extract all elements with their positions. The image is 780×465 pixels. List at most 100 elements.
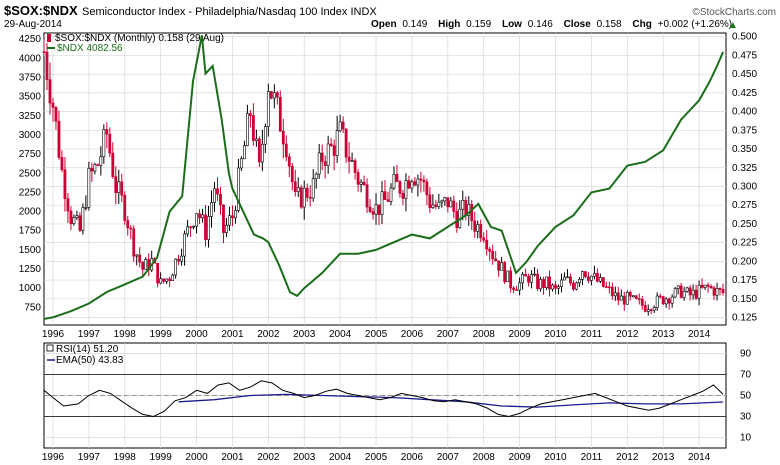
ratio-bar-body (613, 292, 617, 297)
ratio-bar-body (45, 51, 49, 80)
x-axis-tick-label: 2006 (401, 329, 424, 340)
ratio-bar-body (251, 115, 255, 141)
ratio-bar-body (350, 160, 354, 162)
low-value: 0.146 (528, 19, 553, 30)
right-axis-tick-label: 0.350 (732, 144, 757, 155)
ratio-bar-body (123, 194, 127, 221)
x-axis-tick-label-rsi: 2001 (221, 452, 244, 463)
price-legend: $SOX:$NDX (Monthly) 0.158 (29 Aug) $NDX … (47, 33, 224, 54)
ratio-bar-body (323, 161, 327, 166)
ratio-bar-body (395, 174, 399, 182)
x-axis-tick-label-rsi: 2013 (652, 452, 675, 463)
ohlc-readout: Open 0.149 High 0.159 Low 0.146 Close 0.… (371, 19, 732, 30)
ratio-bar-body (353, 160, 357, 173)
ratio-bar-body (575, 282, 578, 290)
ratio-bar-body (42, 51, 46, 54)
left-axis-tick-label: 3250 (19, 111, 42, 122)
ratio-bar-body (174, 258, 178, 276)
ratio-bar-body (240, 158, 243, 169)
ratio-bar-body (54, 107, 58, 122)
ratio-legend-swatch (47, 34, 51, 42)
ratio-bar-body (703, 284, 707, 288)
ratio-bar-body (515, 289, 519, 291)
right-axis-tick-label: 0.400 (732, 107, 757, 118)
right-axis-tick-label: 0.375 (732, 125, 757, 136)
x-axis-tick-label-rsi: 2007 (437, 452, 460, 463)
chg-up-arrow-icon: ▲ (728, 20, 738, 31)
x-axis-tick-label-rsi: 1999 (150, 452, 173, 463)
ratio-bar-body (129, 227, 133, 230)
x-axis-tick-label: 1996 (42, 329, 65, 340)
ratio-bar-body (60, 157, 64, 171)
ratio-bar-body (649, 309, 653, 311)
ratio-bar-body (222, 204, 225, 233)
x-axis-tick-label: 1998 (114, 329, 137, 340)
ratio-bar-body (664, 298, 668, 305)
x-axis-tick-label: 2008 (473, 329, 496, 340)
x-axis-tick-label-rsi: 2010 (544, 452, 567, 463)
x-axis-tick-label-rsi: 2003 (293, 452, 316, 463)
ratio-bar-body (404, 180, 408, 199)
x-axis-tick-label: 2012 (616, 329, 639, 340)
ratio-bar-body (341, 121, 345, 130)
right-axis-tick-label: 0.175 (732, 275, 757, 286)
x-axis-tick-label: 2005 (365, 329, 388, 340)
ratio-bar-body (691, 289, 695, 296)
ratio-bar-body (625, 291, 629, 305)
ratio-bar-body (299, 187, 303, 208)
left-axis-tick-label: 2750 (19, 149, 42, 160)
chart-symbol: $SOX:$NDX (4, 3, 78, 18)
ratio-bar-body (685, 287, 689, 292)
ratio-bar-body (706, 284, 710, 287)
ratio-bar-body (329, 143, 333, 146)
ratio-bar-body (84, 206, 88, 209)
ratio-bar-body (488, 248, 492, 252)
ratio-bar-body (171, 274, 175, 281)
ratio-bar-body (598, 277, 602, 282)
close-value: 0.158 (597, 19, 622, 30)
x-axis-tick-label: 2014 (688, 329, 711, 340)
right-axis-tick-label: 0.300 (732, 181, 757, 192)
ratio-bar-body (368, 206, 372, 212)
ratio-bar-body (302, 187, 306, 208)
high-value: 0.159 (466, 19, 491, 30)
ratio-bar-body (610, 286, 614, 297)
ratio-bar-body (305, 187, 309, 198)
x-axis-tick-label: 1997 (78, 329, 101, 340)
ratio-bar-body (494, 258, 498, 262)
ratio-bar-body (320, 152, 324, 162)
x-axis-tick-label-rsi: 2009 (508, 452, 531, 463)
ratio-bar-body (467, 204, 471, 216)
ratio-bar-body (425, 181, 429, 196)
ratio-bar-body (120, 181, 124, 196)
x-axis-tick-label: 2002 (257, 329, 280, 340)
left-axis-tick-label: 3500 (19, 92, 42, 103)
ratio-bar-body (413, 181, 417, 186)
ratio-bar-body (533, 273, 536, 276)
ratio-bar-body (204, 214, 207, 240)
ratio-bar-body (111, 152, 115, 177)
left-axis-tick-label: 2500 (19, 168, 42, 179)
ratio-bar-body (694, 289, 698, 299)
ratio-bar-body (186, 226, 189, 235)
ratio-bar-body (646, 309, 650, 312)
left-axis-tick-label: 2000 (19, 207, 42, 218)
ratio-bar-body (102, 129, 106, 158)
ratio-bar-body (105, 129, 109, 135)
ratio-bar-body (434, 204, 438, 207)
ratio-bar-body (631, 295, 635, 298)
ratio-bar-body (700, 284, 704, 288)
ratio-bar-body (607, 286, 611, 289)
ratio-bar-body (616, 292, 620, 301)
left-axis-tick-label: 3000 (19, 130, 42, 141)
ratio-bar-body (440, 200, 444, 203)
rsi-legend-label: RSI(14) 51.20 (56, 344, 119, 355)
left-axis-tick-label: 1250 (19, 264, 42, 275)
x-axis-tick-label-rsi: 2004 (329, 452, 352, 463)
rsi-legend-swatch (46, 344, 54, 352)
right-axis-tick-label: 0.125 (732, 313, 757, 324)
x-axis-ticks-rsi: 1996 1997 1998 1999 2000 2001 2002 2003 2004 2005… (42, 452, 711, 463)
ratio-bar-body (284, 143, 288, 158)
x-axis-tick-label-rsi: 2014 (688, 452, 711, 463)
ratio-bar-body (673, 288, 677, 298)
